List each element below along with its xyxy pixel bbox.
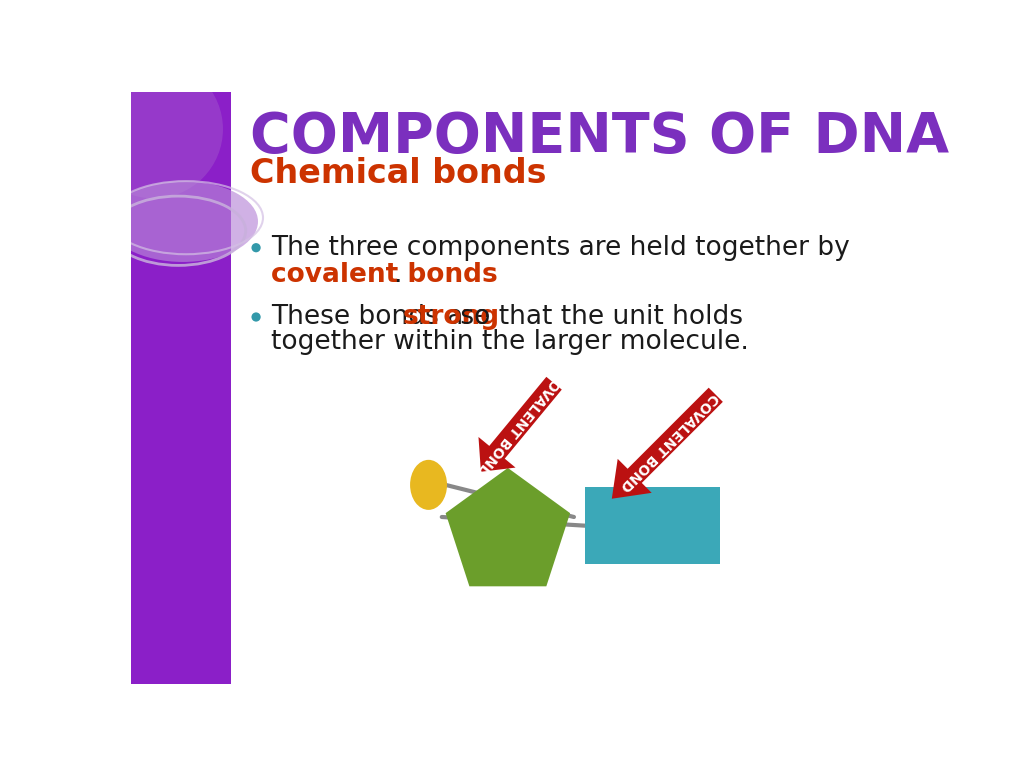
Text: Chemical bonds: Chemical bonds (250, 157, 547, 190)
Text: so that the unit holds: so that the unit holds (453, 304, 743, 330)
Text: .: . (393, 263, 401, 289)
Text: The three components are held together by: The three components are held together b… (271, 235, 850, 260)
FancyArrow shape (478, 377, 562, 472)
Text: COVALENT BOND: COVALENT BOND (473, 368, 568, 478)
Text: COVALENT BOND: COVALENT BOND (617, 390, 721, 493)
Circle shape (84, 60, 223, 198)
Circle shape (252, 313, 261, 322)
Text: covalent bonds: covalent bonds (271, 263, 499, 289)
Text: together within the larger molecule.: together within the larger molecule. (271, 329, 750, 356)
Polygon shape (445, 468, 570, 586)
FancyArrow shape (611, 388, 723, 498)
Bar (131, 92, 230, 684)
Circle shape (252, 243, 261, 253)
Bar (585, 487, 720, 564)
Text: These bonds are: These bonds are (271, 304, 499, 330)
Ellipse shape (108, 181, 258, 262)
Ellipse shape (410, 460, 447, 510)
Text: strong: strong (402, 304, 500, 330)
Text: COMPONENTS OF DNA: COMPONENTS OF DNA (250, 110, 949, 164)
